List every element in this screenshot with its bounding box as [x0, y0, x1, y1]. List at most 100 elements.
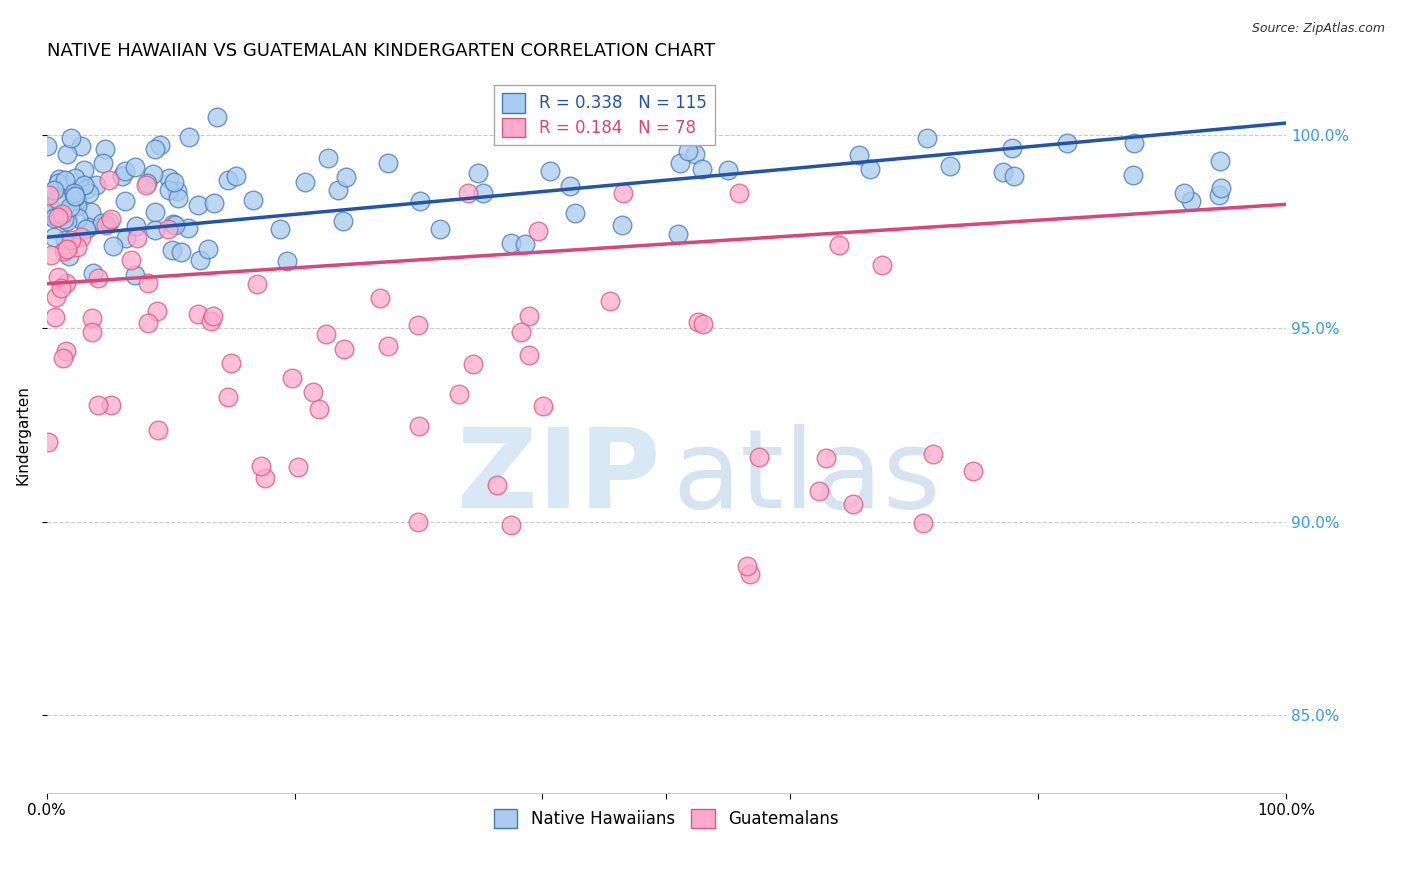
- Point: [55, 276, 77, 290]
- Point: [91, 156, 114, 170]
- Point: [287, 459, 309, 474]
- Point: [46, 270, 69, 285]
- Point: [269, 222, 291, 236]
- Point: [848, 148, 870, 162]
- Point: [177, 129, 200, 144]
- Point: [45, 209, 67, 223]
- Point: [55, 181, 77, 195]
- Point: [527, 224, 550, 238]
- Point: [157, 171, 180, 186]
- Point: [457, 186, 479, 201]
- Point: [135, 176, 157, 190]
- Point: [120, 253, 142, 268]
- Point: [538, 164, 561, 178]
- Point: [560, 179, 582, 194]
- Point: [135, 178, 157, 192]
- Point: [159, 183, 181, 197]
- Point: [377, 156, 399, 170]
- Point: [148, 423, 170, 437]
- Point: [471, 186, 494, 200]
- Point: [55, 344, 77, 359]
- Point: [666, 227, 689, 241]
- Point: [114, 163, 136, 178]
- Text: ZIP: ZIP: [457, 424, 659, 531]
- Point: [157, 221, 180, 235]
- Point: [515, 237, 537, 252]
- Point: [408, 194, 430, 209]
- Point: [202, 196, 225, 211]
- Point: [59, 200, 82, 214]
- Point: [44, 230, 66, 244]
- Point: [138, 316, 160, 330]
- Point: [748, 450, 770, 465]
- Point: [42, 211, 65, 226]
- Point: [39, 200, 62, 214]
- Point: [143, 205, 166, 219]
- Point: [517, 309, 540, 323]
- Point: [100, 398, 122, 412]
- Point: [86, 398, 108, 412]
- Point: [38, 208, 60, 222]
- Point: [143, 223, 166, 237]
- Point: [146, 304, 169, 318]
- Point: [205, 110, 228, 124]
- Point: [46, 210, 69, 224]
- Point: [124, 268, 146, 283]
- Point: [98, 173, 121, 187]
- Point: [669, 156, 692, 170]
- Text: Source: ZipAtlas.com: Source: ZipAtlas.com: [1251, 22, 1385, 36]
- Point: [90, 216, 112, 230]
- Point: [281, 371, 304, 385]
- Point: [1002, 169, 1025, 183]
- Point: [100, 211, 122, 226]
- Point: [692, 317, 714, 331]
- Point: [35, 205, 58, 219]
- Text: NATIVE HAWAIIAN VS GUATEMALAN KINDERGARTEN CORRELATION CHART: NATIVE HAWAIIAN VS GUATEMALAN KINDERGART…: [46, 42, 714, 60]
- Point: [1208, 188, 1230, 202]
- Point: [485, 478, 508, 492]
- Point: [939, 159, 962, 173]
- Point: [917, 131, 939, 145]
- Point: [38, 188, 60, 202]
- Point: [94, 142, 117, 156]
- Point: [52, 244, 75, 259]
- Point: [101, 239, 124, 253]
- Point: [125, 231, 148, 245]
- Point: [254, 470, 277, 484]
- Point: [125, 219, 148, 234]
- Point: [76, 182, 98, 196]
- Point: [70, 139, 93, 153]
- Point: [1211, 181, 1233, 195]
- Point: [197, 242, 219, 256]
- Point: [58, 249, 80, 263]
- Point: [166, 185, 188, 199]
- Point: [808, 483, 831, 498]
- Point: [517, 348, 540, 362]
- Point: [163, 176, 186, 190]
- Point: [66, 193, 89, 207]
- Point: [66, 240, 89, 254]
- Point: [187, 307, 209, 321]
- Point: [73, 162, 96, 177]
- Point: [686, 315, 709, 329]
- Point: [49, 281, 72, 295]
- Point: [98, 215, 121, 229]
- Point: [242, 193, 264, 207]
- Point: [200, 314, 222, 328]
- Point: [1056, 136, 1078, 151]
- Point: [142, 167, 165, 181]
- Point: [246, 277, 269, 292]
- Point: [1173, 186, 1195, 200]
- Point: [202, 309, 225, 323]
- Point: [217, 173, 239, 187]
- Point: [740, 566, 762, 581]
- Point: [124, 160, 146, 174]
- Point: [501, 235, 523, 250]
- Point: [187, 198, 209, 212]
- Point: [510, 325, 533, 339]
- Point: [77, 220, 100, 235]
- Point: [163, 218, 186, 232]
- Y-axis label: Kindergarten: Kindergarten: [15, 384, 30, 484]
- Point: [1209, 153, 1232, 168]
- Point: [77, 186, 100, 200]
